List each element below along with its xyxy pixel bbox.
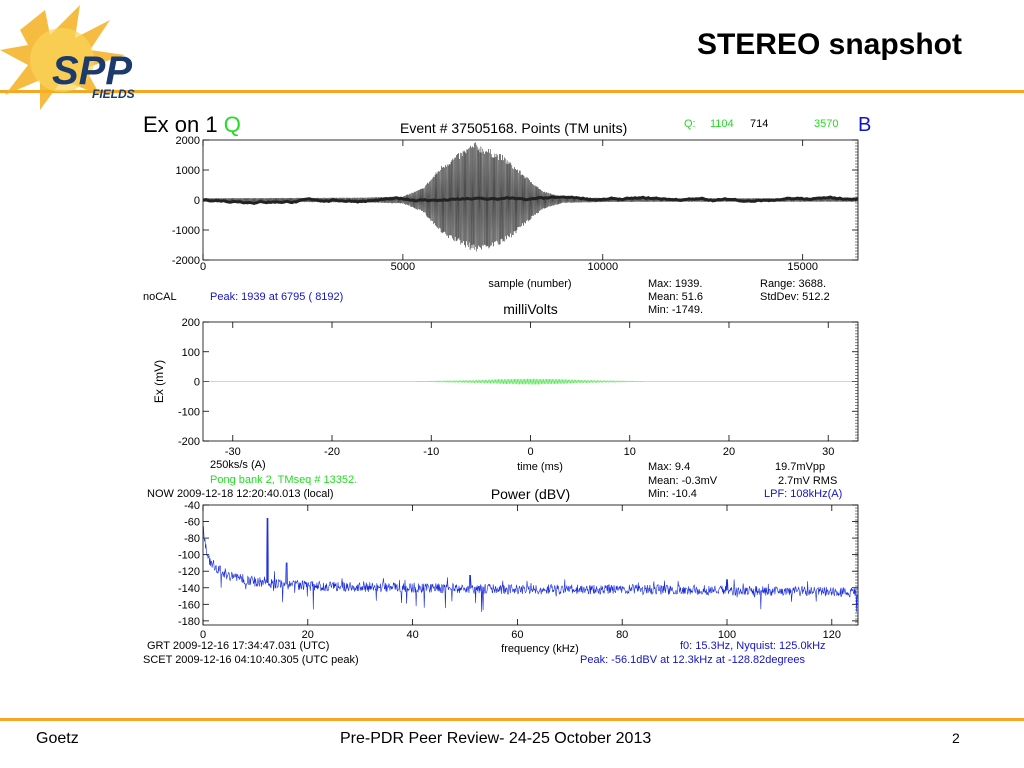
p1-range: Range: 3688.	[760, 278, 827, 290]
p2-lpf: LPF: 108kHz(A)	[764, 488, 843, 500]
b-label: B	[858, 114, 872, 136]
y-tick-label: 2000	[176, 135, 200, 147]
y-tick-label: -200	[178, 436, 200, 448]
y-tick-label: -140	[178, 583, 200, 595]
y-tick-label: -1000	[172, 225, 200, 237]
channel-q: Q	[223, 112, 241, 137]
slide-title: STEREO snapshot	[696, 28, 962, 61]
p1-min: Min: -1749.	[648, 304, 704, 316]
y-tick-label: -100	[178, 406, 200, 418]
y-tick-label: 1000	[176, 165, 200, 177]
x-tick-label: 0	[200, 629, 206, 641]
y-tick-label: -2000	[172, 255, 200, 267]
y-tick-label: 200	[182, 317, 200, 329]
y-tick-label: -40	[184, 500, 200, 512]
bottom-rule	[0, 718, 1024, 721]
sun-icon	[0, 5, 125, 110]
x-tick-label: 20	[302, 629, 314, 641]
x-tick-label: 60	[511, 629, 523, 641]
p2-now: NOW 2009-12-18 12:20:40.013 (local)	[147, 488, 334, 500]
y-tick-label: -80	[184, 533, 200, 545]
mid-value: 714	[750, 118, 769, 130]
p2-min: Min: -10.4	[648, 488, 697, 500]
x-tick-label: 100	[718, 629, 736, 641]
x-axis-label: sample (number)	[488, 278, 571, 290]
series-line	[202, 518, 859, 613]
y-tick-label: -120	[178, 566, 200, 578]
b-value: 3570	[814, 118, 839, 130]
y-tick-label: -100	[178, 550, 200, 562]
chart-title: milliVolts	[503, 301, 557, 317]
x-axis-label: frequency (kHz)	[501, 643, 579, 655]
p3-grt: GRT 2009-12-16 17:34:47.031 (UTC)	[147, 640, 330, 652]
event-label: Event # 37505168. Points (TM units)	[400, 120, 628, 136]
plot-frame	[202, 504, 859, 626]
series-line	[202, 142, 859, 252]
page-number: 2	[952, 730, 960, 746]
p3-f0: f0: 15.3Hz, Nyquist: 125.0kHz	[680, 640, 826, 652]
p1-stddev: StdDev: 512.2	[760, 291, 830, 303]
y-tick-label: 0	[194, 377, 200, 389]
x-tick-label: 10000	[587, 261, 618, 273]
p2-rms: 2.7mV RMS	[778, 475, 838, 487]
footer-center: Pre-PDR Peer Review- 24-25 October 2013	[340, 730, 652, 747]
p1-peak: Peak: 1939 at 6795 ( 8192)	[210, 291, 344, 303]
channel-label: Ex on 1 Q	[143, 112, 241, 138]
x-tick-label: 15000	[787, 261, 818, 273]
q-value: 1104	[710, 118, 734, 130]
p3-peak: Peak: -56.1dBV at 12.3kHz at -128.82degr…	[580, 654, 806, 666]
x-tick-label: 0	[200, 261, 206, 273]
y-tick-label: 0	[194, 195, 200, 207]
y-tick-label: -60	[184, 517, 200, 529]
x-tick-label: 5000	[391, 261, 415, 273]
footer-left: Goetz	[36, 730, 79, 747]
chart-title: Power (dBV)	[491, 486, 570, 502]
p2-vpp: 19.7mVpp	[775, 461, 826, 473]
x-tick-label: 10	[624, 446, 636, 458]
x-tick-label: 20	[723, 446, 735, 458]
x-tick-label: 30	[822, 446, 834, 458]
logo-text: SPP	[52, 49, 132, 93]
channel-name: Ex on 1	[143, 112, 218, 137]
x-tick-label: 0	[527, 446, 533, 458]
y-tick-label: -160	[178, 599, 200, 611]
x-tick-label: 40	[406, 629, 418, 641]
x-tick-label: -30	[225, 446, 241, 458]
x-tick-label: -10	[423, 446, 439, 458]
x-tick-label: 80	[616, 629, 628, 641]
y-tick-label: 100	[182, 347, 200, 359]
p2-pong: Pong bank 2, TMseq # 13352.	[210, 474, 358, 486]
spp-fields-logo: SPP FIELDS	[0, 0, 170, 110]
p3-scet: SCET 2009-12-16 04:10:40.305 (UTC peak)	[143, 654, 359, 666]
x-tick-label: -20	[324, 446, 340, 458]
logo-subtext: FIELDS	[92, 87, 135, 101]
series-baseline	[202, 195, 859, 205]
top-rule	[0, 90, 1024, 93]
x-axis-label: time (ms)	[517, 461, 563, 473]
p1-mean: Mean: 51.6	[648, 291, 704, 303]
p2-max: Max: 9.4	[648, 461, 691, 473]
y-tick-label: -180	[178, 616, 200, 628]
q-label: Q:	[684, 118, 696, 130]
series-line	[202, 378, 859, 385]
nocal-label: noCAL	[143, 291, 177, 303]
p1-max: Max: 1939.	[648, 278, 703, 290]
x-tick-label: 120	[823, 629, 841, 641]
y-axis-label: Ex (mV)	[152, 360, 166, 403]
p2-mean: Mean: -0.3mV	[648, 475, 718, 487]
p2-rate: 250ks/s (A)	[210, 459, 266, 471]
